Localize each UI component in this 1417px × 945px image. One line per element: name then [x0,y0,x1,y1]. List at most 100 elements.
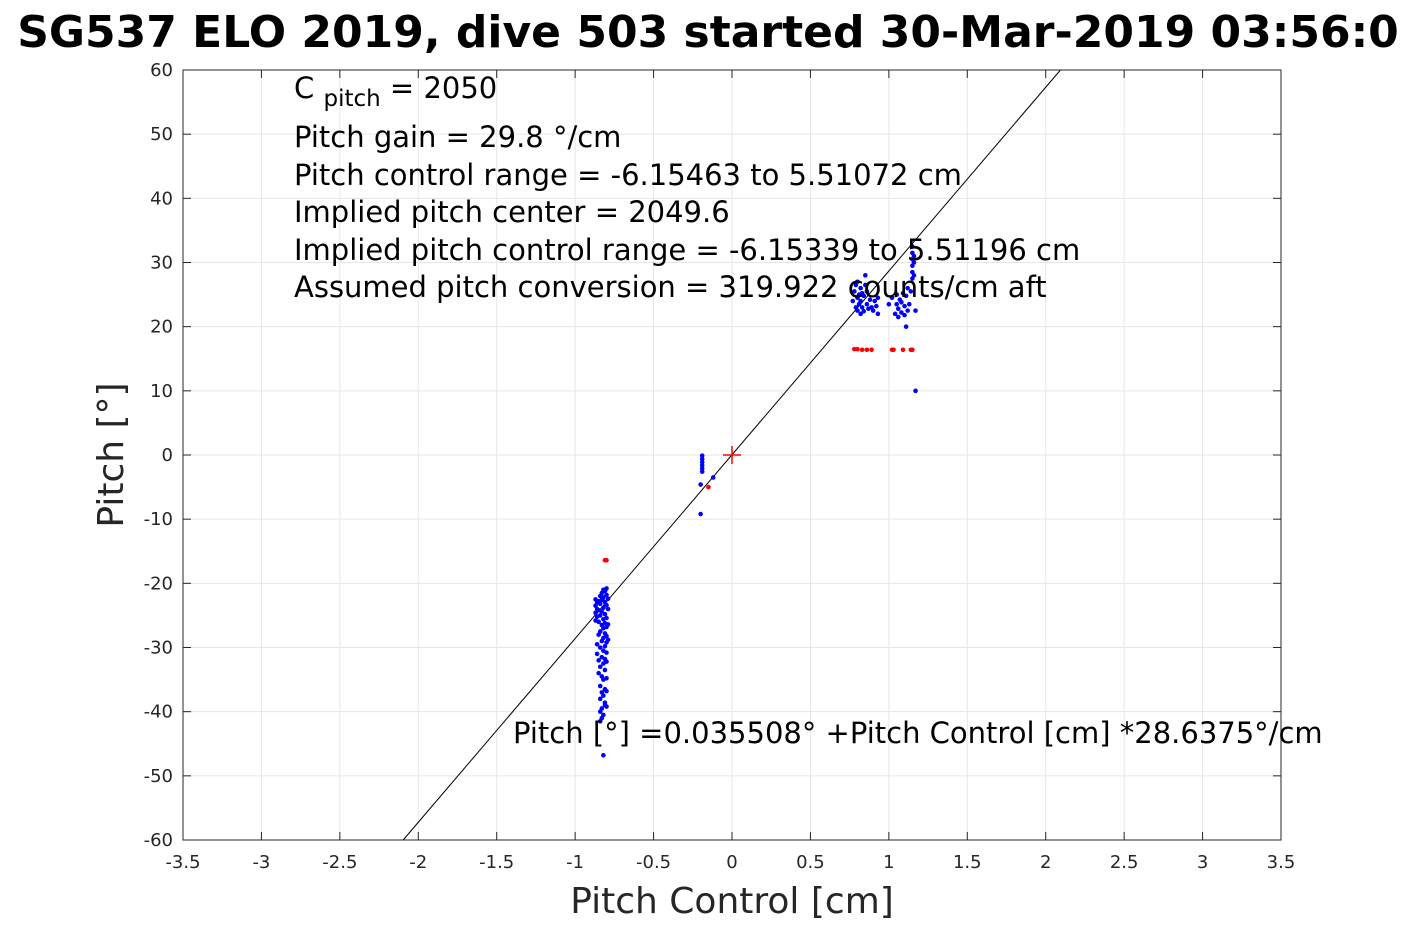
data-point [604,688,609,694]
data-point [597,613,603,618]
data-point [899,310,904,315]
data-point [874,303,879,309]
data-point [852,289,857,294]
data-point [864,301,870,307]
fit-equation-annotation: Pitch [°] =0.035508° +Pitch Control [cm]… [513,716,1323,750]
data-point [601,605,606,611]
x-tick-label: 3 [1197,852,1208,873]
excluded-data-point [891,347,896,353]
data-point [605,622,611,627]
chart-title: SG537 ELO 2019, dive 503 started 30-Mar-… [17,7,1399,58]
data-point [710,475,716,480]
data-point [604,650,609,655]
data-point [875,311,881,317]
y-tick-label: -20 [144,573,173,594]
data-point [604,602,609,608]
x-axis-ticks: -3.5 -3 -2.5 -2 -1.5 -1 -0.5 0 0.5 1 1.5 2 2.5 3 3.5 [165,70,1295,873]
data-point [699,469,705,474]
data-point [867,297,873,303]
data-point [597,645,603,650]
excluded-data-point [869,347,874,353]
y-axis-label: Pitch [°] [91,382,132,527]
data-point [858,285,863,291]
data-point [604,676,609,681]
data-point [596,658,601,663]
data-point [858,311,863,317]
y-tick-label: 20 [150,317,173,338]
x-tick-label: 2 [1040,852,1051,873]
data-point [698,482,703,487]
data-point [605,606,611,612]
x-tick-label: -2.5 [322,852,357,873]
data-point [597,683,603,689]
data-point [698,511,703,517]
y-tick-label: 50 [150,124,173,145]
x-tick-label: 3.5 [1267,852,1296,873]
data-point [699,462,705,468]
data-point [905,285,910,291]
data-point [908,289,914,294]
data-point [604,704,609,709]
y-tick-label: 30 [150,253,173,274]
data-point [910,244,915,249]
data-point [597,601,603,607]
data-point [601,753,606,758]
data-point [699,456,705,462]
data-point [895,314,901,320]
data-point [911,253,917,259]
calibration-annotations: C pitch = 2050 Pitch gain = 29.8 °/cm Pi… [294,71,1323,750]
cpitch-base: C [294,71,314,105]
data-point [596,619,601,625]
assumed-conversion-annotation: Assumed pitch conversion = 319.922 count… [294,270,1047,304]
implied-center-annotation: Implied pitch center = 2049.6 [294,195,730,229]
data-point [889,295,895,301]
data-point [596,670,601,676]
data-point [872,298,878,304]
data-point [855,279,860,285]
x-tick-label: 2.5 [1110,852,1139,873]
data-point [597,696,603,702]
x-axis-label: Pitch Control [cm] [570,881,894,922]
y-tick-label: 0 [162,445,173,466]
data-point [599,609,605,614]
x-tick-label: -0.5 [636,852,671,873]
data-point [594,651,600,657]
data-point [875,295,881,301]
data-point [863,273,868,278]
data-point [850,298,856,304]
cpitch-value: = 2050 [390,71,497,105]
data-point [864,289,870,294]
y-tick-label: 60 [150,60,173,81]
data-point [895,306,901,312]
data-point [892,311,898,317]
y-tick-label: -50 [144,766,173,787]
data-point [605,596,611,602]
data-point [900,291,906,296]
data-point [605,637,611,643]
cpitch-annotation: C pitch = 2050 [294,71,497,113]
x-tick-label: 1 [883,852,894,873]
y-axis-ticks: 60 50 40 30 20 10 0 -10 -20 -30 -40 -50 -60 [144,60,1281,851]
x-tick-label: -1 [566,852,584,873]
grid-lines [182,69,1282,841]
data-point [602,643,608,649]
data-point [859,305,865,310]
y-tick-label: -30 [144,638,173,659]
data-point [599,706,605,711]
data-point [899,299,904,305]
y-tick-label: -10 [144,509,173,530]
implied-range-annotation: Implied pitch control range = -6.15339 t… [294,233,1080,267]
data-point [699,466,705,471]
plot-frame [182,69,1282,841]
data-point [593,610,598,616]
x-tick-label: -3 [252,852,270,873]
data-point [906,301,912,307]
excluded-data-point [706,484,711,490]
data-point [911,260,917,265]
data-point [894,292,899,297]
data-point [861,293,867,299]
data-point [858,298,863,304]
y-tick-label: -60 [144,830,173,851]
data-point [594,641,600,647]
